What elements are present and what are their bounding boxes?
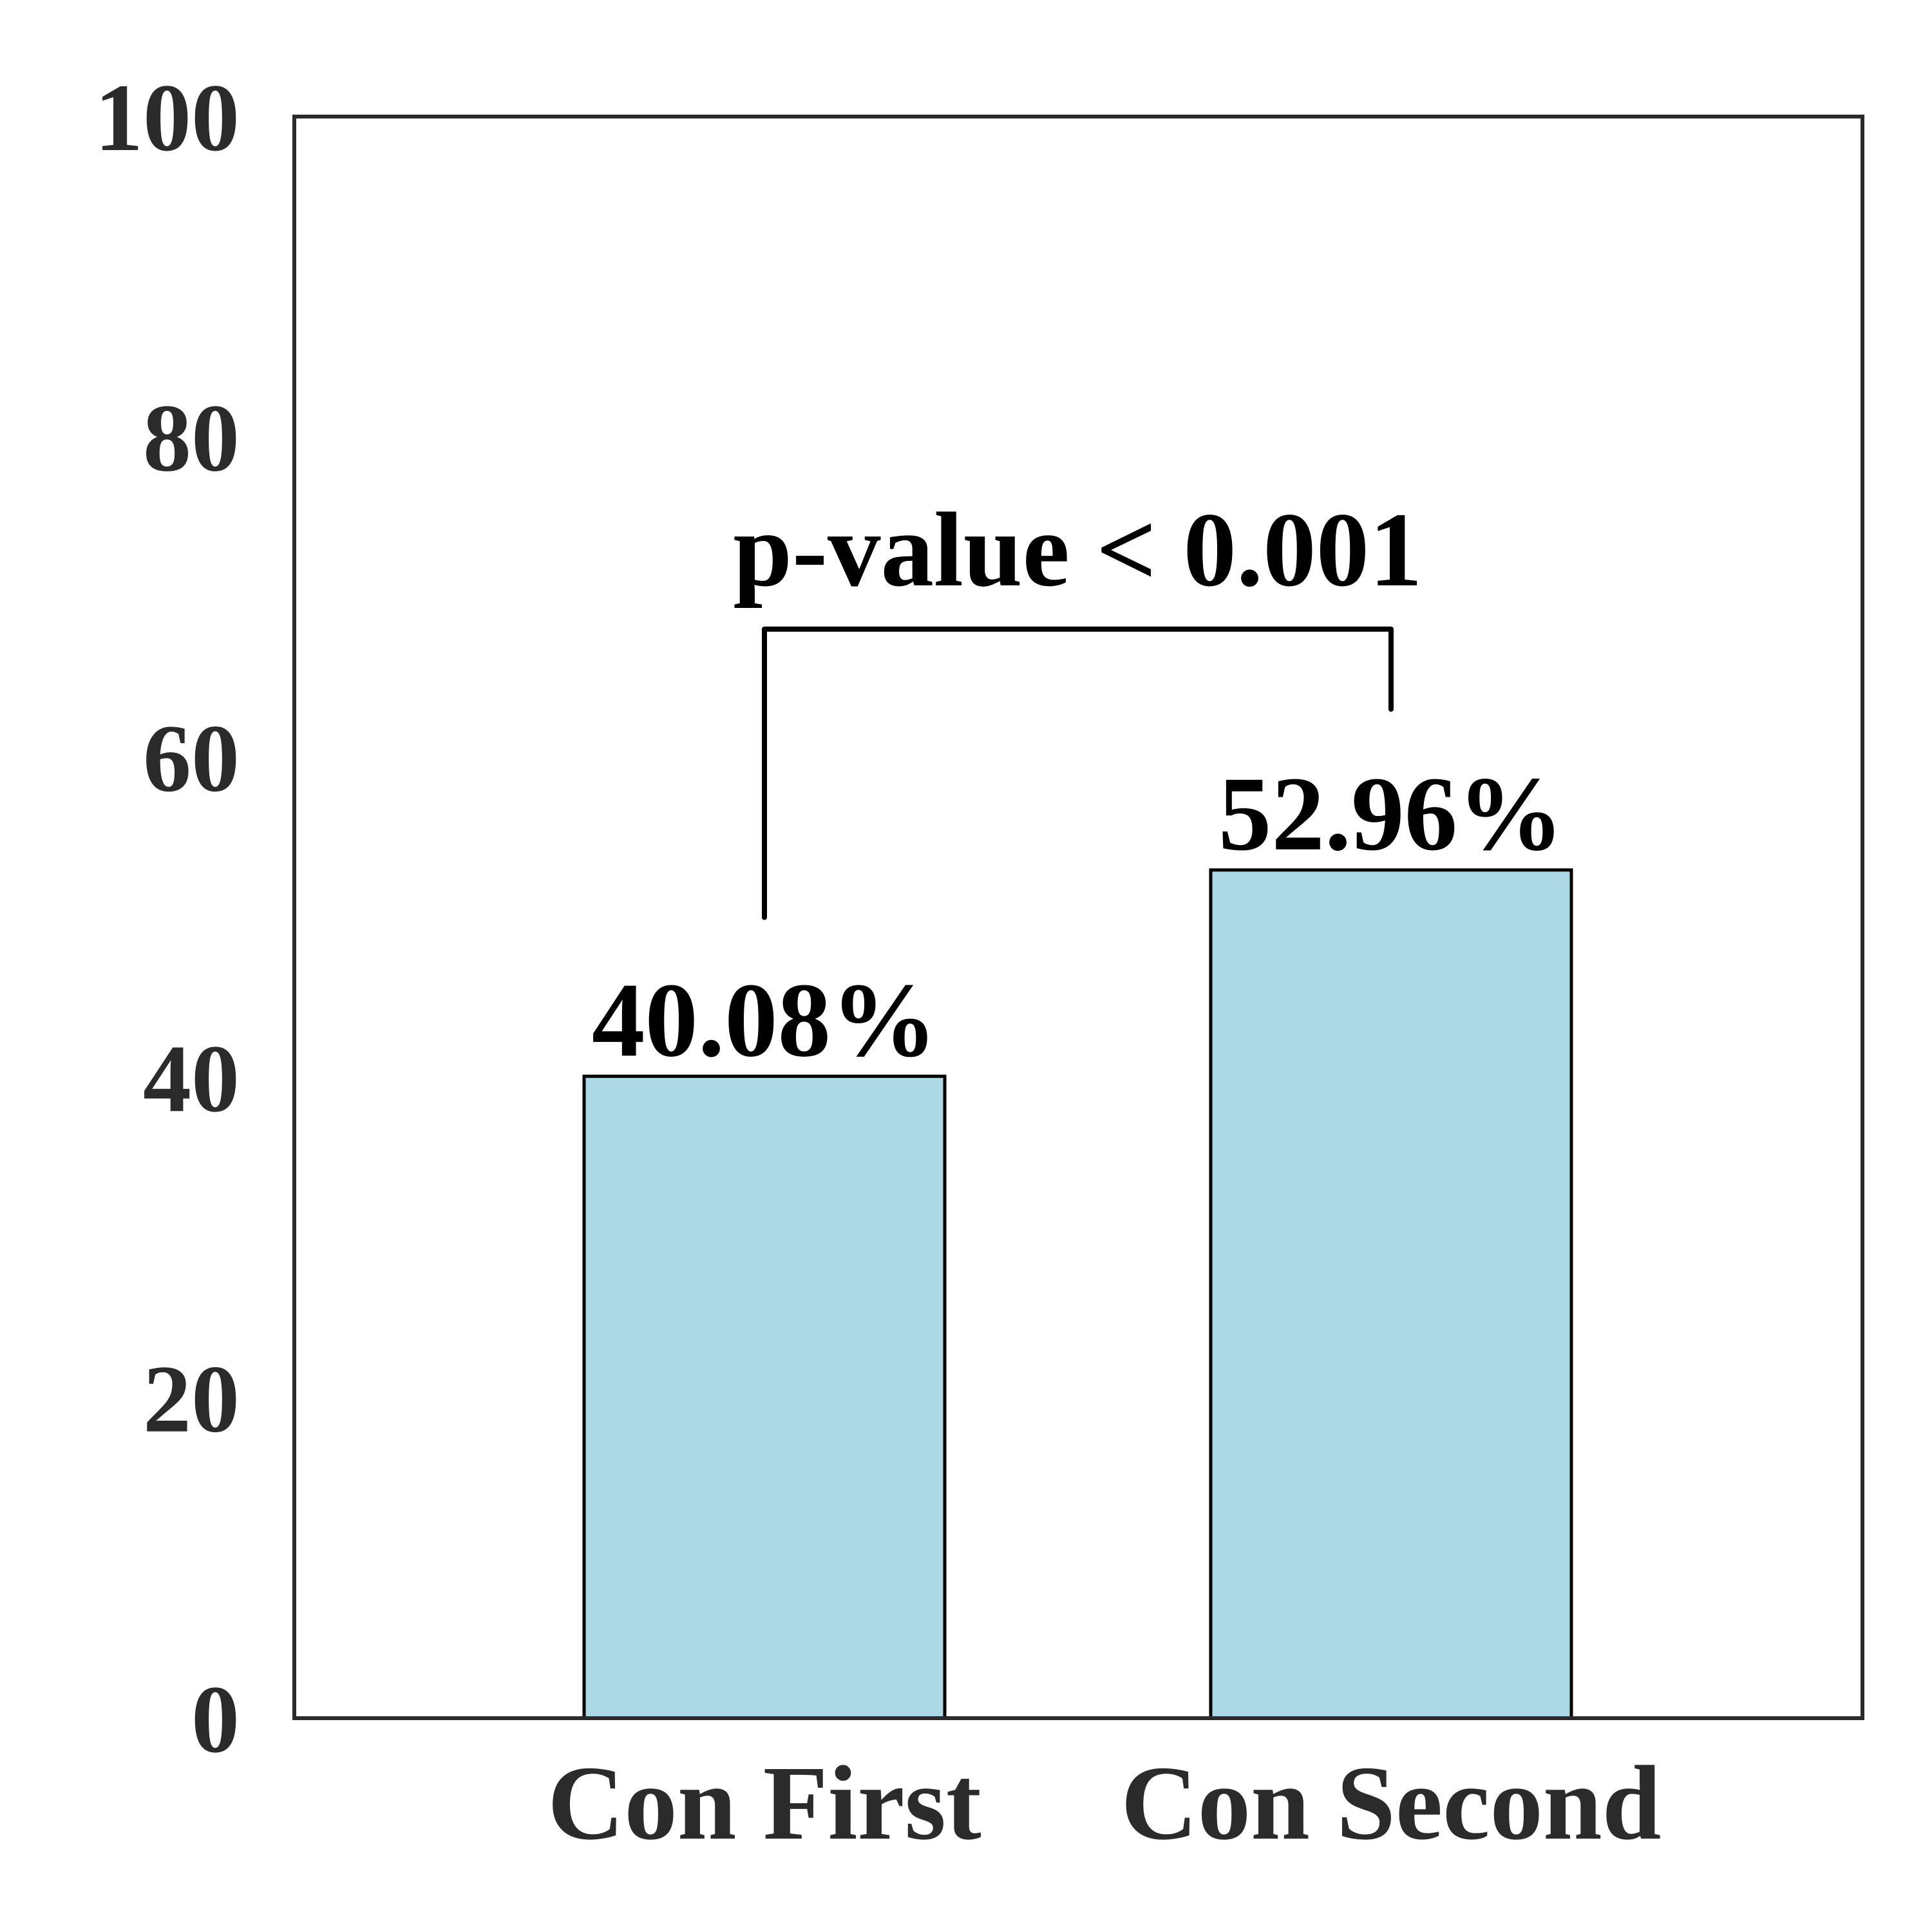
plot-frame xyxy=(292,115,1864,1720)
y-tick-label: 60 xyxy=(143,705,240,812)
significance-bracket xyxy=(762,626,1394,920)
y-tick-label: 80 xyxy=(143,384,240,491)
y-tick-label: 0 xyxy=(191,1666,240,1773)
y-tick-label: 40 xyxy=(143,1025,240,1132)
bar-value-label: 40.08% xyxy=(592,961,937,1079)
bar-con-second xyxy=(1209,868,1573,1720)
x-category-label: Con First xyxy=(547,1744,981,1862)
significance-label: p-value < 0.001 xyxy=(733,491,1422,609)
x-category-label: Con Second xyxy=(1121,1744,1662,1862)
y-tick-label: 100 xyxy=(95,64,240,171)
bar-con-first xyxy=(582,1074,947,1720)
y-tick-label: 20 xyxy=(143,1346,240,1453)
bar-value-label: 52.96% xyxy=(1218,755,1564,873)
